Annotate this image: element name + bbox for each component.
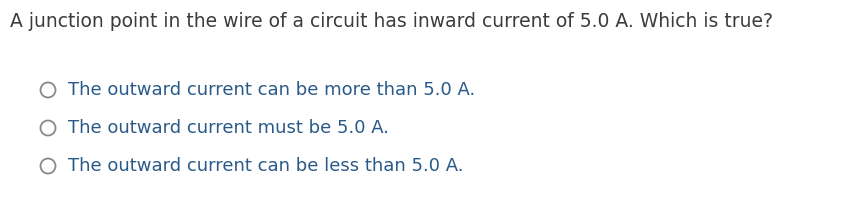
Text: The outward current must be 5.0 A.: The outward current must be 5.0 A. bbox=[68, 119, 389, 137]
Text: The outward current can be less than 5.0 A.: The outward current can be less than 5.0… bbox=[68, 157, 463, 175]
Text: The outward current can be more than 5.0 A.: The outward current can be more than 5.0… bbox=[68, 81, 475, 99]
Text: A junction point in the wire of a circuit has inward current of 5.0 A. Which is : A junction point in the wire of a circui… bbox=[10, 12, 773, 31]
